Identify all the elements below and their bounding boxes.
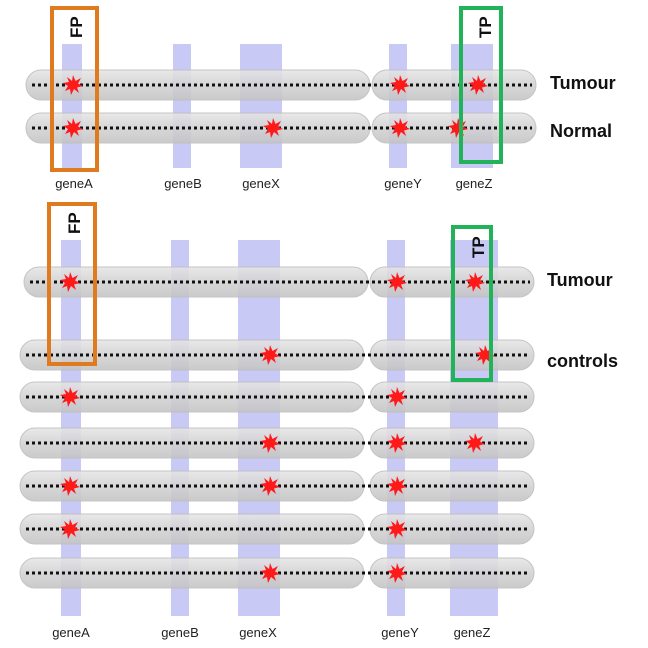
mutation-marker [387,387,407,407]
top-fp-label: FP [67,16,86,38]
bottom-fp-box: FP [47,202,97,366]
top-gene-label-geneA: geneA [55,176,93,191]
top-band-geneX [240,44,282,168]
top-gene-label-geneY: geneY [384,176,422,191]
bottom-gene-label-geneA: geneA [52,625,90,640]
mutation-marker [387,272,407,292]
mutation-marker [263,118,283,138]
mutation-marker [60,272,80,292]
mutation-marker [260,345,280,365]
bottom-tp-label: TP [469,236,488,258]
top-chromosome-tumour [25,69,537,101]
mutation-marker [387,433,407,453]
mutation-marker [465,433,485,453]
mutation-marker [387,519,407,539]
top-chromosomes [25,69,537,144]
bottom-fp-label: FP [65,212,84,234]
mutation-marker [63,118,83,138]
top-row-label-normal: Normal [550,121,612,141]
bottom-row-label-controls: controls [547,351,618,371]
top-band-geneZ [451,44,493,168]
top-row-label-tumour: Tumour [550,73,616,93]
bottom-gene-label-geneB: geneB [161,625,199,640]
bottom-gene-label-geneY: geneY [381,625,419,640]
top-tp-label: TP [476,16,495,38]
mutation-marker [465,272,485,292]
top-mutations [63,75,488,138]
mutation-marker [468,75,488,95]
bottom-row-label-tumour: Tumour [547,270,613,290]
bottom-tp-box: TP [451,225,493,382]
top-band-geneA [62,44,82,168]
mutation-marker [63,75,83,95]
top-gene-bands [62,44,493,168]
bottom-chromosome-tumour [23,266,535,298]
top-gene-label-geneZ: geneZ [456,176,493,191]
mutation-marker [390,75,410,95]
mutation-marker [260,433,280,453]
bottom-chromosome-control-5 [19,513,535,545]
mutation-marker [387,476,407,496]
top-fp-box: FP [50,6,99,172]
mutation-marker [60,519,80,539]
top-tp-box: TP [459,6,503,164]
bottom-gene-label-geneX: geneX [239,625,277,640]
top-gene-label-geneB: geneB [164,176,202,191]
top-chromosome-normal [25,112,537,144]
top-band-geneB [173,44,191,168]
mutation-marker [60,387,80,407]
top-band-geneY [389,44,407,168]
bottom-gene-label-geneZ: geneZ [454,625,491,640]
bottom-mutations [60,272,495,583]
mutation-marker [260,563,280,583]
bottom-chromosome-control-2 [19,381,535,413]
mutation-marker [60,476,80,496]
mutation-marker [390,118,410,138]
mutation-marker [387,563,407,583]
top-gene-label-geneX: geneX [242,176,280,191]
mutation-marker [260,476,280,496]
